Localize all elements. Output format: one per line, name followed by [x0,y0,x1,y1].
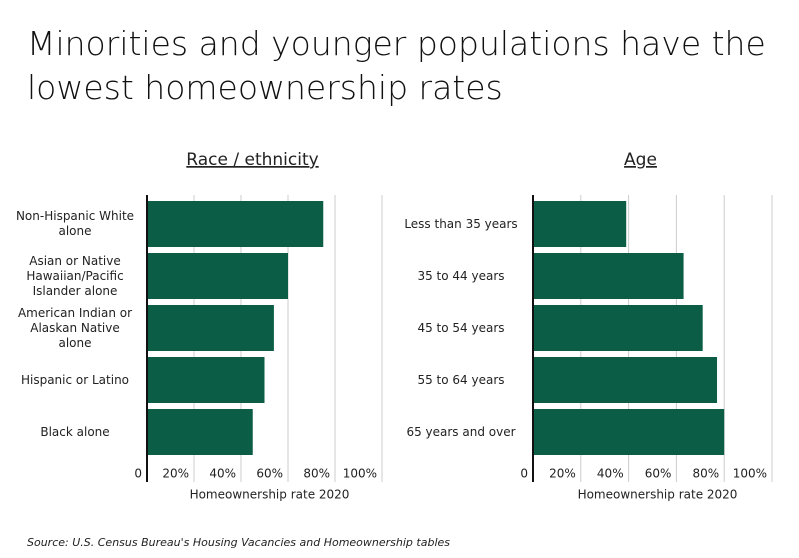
bar [533,357,718,403]
bar [147,253,288,299]
x-tick-label: 40% [597,467,624,481]
x-tick-label: 20% [549,467,576,481]
x-tick-label: 80% [303,467,330,481]
title: Minorities and younger populations have … [27,24,766,107]
category-label: 45 to 54 years [417,320,505,335]
bar [147,409,253,455]
x-axis-label: Homeownership rate 2020 [190,488,350,502]
category-label: Asian or Native Hawaiian/Pacific Islande… [26,253,124,298]
bar [147,357,265,403]
category-label: 55 to 64 years [417,372,505,387]
x-tick-label: 60% [645,467,672,481]
x-tick-label: 0 [134,467,142,481]
category-label: American Indian or Alaskan Native alone [17,305,133,350]
bar [533,253,684,299]
bar [533,409,725,455]
x-tick-label: 80% [693,467,720,481]
source: Source: U.S. Census Bureau's Housing Vac… [27,536,450,549]
x-tick-label: 0 [520,467,528,481]
bar [533,305,703,351]
bar [147,201,324,247]
bar [147,305,274,351]
category-label: 65 years and over [406,424,516,439]
x-tick-label: 100% [343,467,377,481]
category-label: Black alone [40,424,110,439]
subtitle: Race / ethnicity [186,150,318,170]
subtitle: Age [624,150,657,170]
bar [533,201,627,247]
x-tick-label: 40% [209,467,236,481]
category-label: Less than 35 years [404,216,518,231]
category-label: Hispanic or Latino [20,372,130,387]
x-tick-label: 100% [733,467,767,481]
x-tick-label: 20% [162,467,189,481]
category-label: 35 to 44 years [417,268,505,283]
category-label: Non-Hispanic White alone [15,209,135,238]
x-axis-label: Homeownership rate 2020 [578,488,738,502]
x-tick-label: 60% [256,467,283,481]
